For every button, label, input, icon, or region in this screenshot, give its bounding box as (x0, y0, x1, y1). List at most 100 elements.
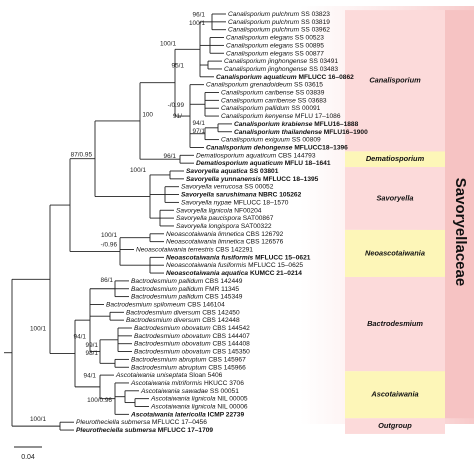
taxon-label: Canalisporium elegans SS 00877 (226, 50, 324, 57)
strain: NBRC 105262 (258, 191, 301, 198)
strain: SS 03483 (309, 66, 338, 73)
strain: CBS 145349 (205, 293, 243, 300)
taxon-label: Canalisporium pallidum SS 00091 (221, 105, 321, 112)
taxon-label: Canalisporium jinghongense SS 03491 (224, 58, 338, 65)
support-value: -/0.99 (168, 102, 185, 109)
taxon-label: Bactrodesmium spilomeum CBS 146104 (106, 301, 225, 308)
support-value: 100/1 (30, 416, 46, 423)
strain: MFLU16–1900 (324, 129, 368, 136)
taxon-label: Bactrodesmium obovatum CBS 144542 (134, 325, 250, 332)
taxon-label: Canalisporium elegans SS 00523 (226, 34, 324, 41)
strain: FMR 11345 (205, 286, 239, 293)
strain: NIL 00006 (217, 403, 248, 410)
taxon-name: Savoryella longispora (176, 223, 239, 230)
clade-label: Outgroup (378, 421, 412, 430)
taxon-name: Canalisporium dehongense (206, 144, 293, 151)
taxon-label: Ascotaiwania latericolla ICMP 22739 (130, 411, 244, 418)
taxon-name: Ascotaiwania mitriformis (130, 380, 203, 387)
taxon-name: Neoascotaiwania aquatica (166, 270, 248, 277)
taxon-label: Canalisporium exiguum SS 00809 (221, 136, 321, 143)
taxon-name: Neoascotaiwania fusiformis (166, 254, 254, 261)
taxon-label: Bactrodesmium obovatum CBS 144408 (134, 340, 250, 347)
taxon-name: Neoascotaiwania limnetica (166, 238, 244, 245)
strain: SS 03819 (301, 19, 330, 26)
strain: NIL 00005 (217, 395, 248, 402)
taxon-label: Bactrodesmium abruptum CBS 145967 (131, 356, 246, 363)
clade-band (345, 371, 445, 419)
clade-label: Dematiosporium (366, 154, 425, 163)
support-value: 95/1 (172, 63, 185, 70)
taxon-name: Savoryella sarushimana (181, 191, 257, 198)
taxon-label: Ascotaiwania sawadae SS 00051 (140, 388, 239, 395)
taxon-label: Neoascotaiwania limnetica CBS 126792 (166, 231, 284, 238)
support-value: 96/1 (164, 153, 177, 160)
taxon-name: Canalisporium pulchrum (228, 11, 300, 18)
strain: CBS 144793 (278, 152, 316, 159)
taxon-label: Dematiosporium aquaticum CBS 144793 (196, 152, 316, 159)
taxon-label: Savoryella lignicola NF00204 (176, 207, 262, 214)
strain: MFLU 17–1086 (295, 113, 341, 120)
strain: ICMP 22739 (208, 411, 245, 418)
taxon-label: Canalisporium dehongense MFLUCC18–1396 (206, 144, 348, 151)
taxon-label: Bactrodesmium pallidum CBS 145349 (131, 293, 243, 300)
taxon-name: Canalisporium aquaticum (216, 74, 297, 81)
strain: SS 03801 (249, 168, 278, 175)
labels: Canalisporium Dematiosporium Savoryella Neo… (30, 11, 425, 434)
strain: SS 00877 (295, 50, 324, 57)
support-value: 100/1 (30, 326, 46, 333)
strain: MFLUCC 15–0621 (255, 254, 311, 261)
strain: Sloan 5406 (189, 372, 223, 379)
taxon-name: Canalisporium pulchrum (228, 19, 300, 26)
taxon-label: Savoryella verrucosa SS 00052 (181, 183, 274, 190)
support-value: 100/1 (160, 41, 176, 48)
strain: SS 00523 (295, 34, 324, 41)
taxon-name: Bactrodesmium pallidum (131, 293, 204, 300)
support-value: 86/1 (101, 277, 114, 284)
strain: SS 00052 (244, 183, 273, 190)
taxon-label: Neoascotaiwania fusiformis MFLUCC 15–062… (166, 254, 311, 261)
strain: MFLUCC18–1396 (294, 144, 348, 151)
taxon-name: Bactrodesmium obovatum (134, 333, 211, 340)
taxon-label: Canalisporium pulchrum SS 03819 (228, 19, 330, 26)
support-value: 98/1 (86, 350, 99, 357)
strain: HKUCC 3706 (204, 380, 244, 387)
taxon-name: Neoascotaiwania fusiformis (166, 262, 247, 269)
taxon-name: Canalisporium pallidum (221, 105, 290, 112)
taxon-label: Savoryella aquatica SS 03801 (186, 168, 279, 175)
support-value: 91/- (173, 113, 184, 120)
taxon-label: Savoryella longispora SAT00322 (176, 223, 272, 230)
taxon-name: Savoryella paucispora (176, 215, 241, 222)
taxon-name: Canalisporium elegans (226, 34, 294, 41)
taxon-name: Neoascotaiwania limnetica (166, 231, 244, 238)
taxon-name: Canalisporium krabiense (234, 121, 313, 128)
strain: SS 03839 (295, 89, 324, 96)
taxon-label: Bactrodesmium abruptum CBS 145966 (131, 364, 246, 371)
strain: MFLUCC 18–1570 (233, 199, 288, 206)
taxon-name: Bactrodesmium diversum (126, 309, 201, 316)
taxon-name: Bactrodesmium obovatum (134, 348, 211, 355)
taxon-name: Pleurotheciella submersa (76, 427, 156, 434)
taxon-name: Bactrodesmium obovatum (134, 325, 211, 332)
taxon-name: Dematiosporium aquaticum (196, 152, 277, 159)
taxon-name: Ascotaiwania latericolla (130, 411, 206, 418)
support-value: 100/1 (101, 232, 117, 239)
taxon-label: Canalisporium thailandense MFLU16–1900 (234, 129, 368, 136)
support-value: -/0.96 (101, 242, 118, 249)
taxon-name: Ascotaiwania sawadae (140, 388, 208, 395)
taxon-label: Pleurotheciella submersa MFLUCC 17–1709 (76, 427, 213, 434)
taxon-name: Canalisporium elegans (226, 42, 294, 49)
strain: NF00204 (234, 207, 261, 214)
taxon-label: Canalisporium caribense SS 03839 (221, 89, 325, 96)
taxon-label: Savoryella yunnanensis MFLUCC 18–1395 (186, 176, 319, 183)
strain: CBS 145350 (212, 348, 250, 355)
taxon-name: Savoryella aquatica (186, 168, 248, 175)
clade-band (345, 418, 445, 434)
taxon-name: Canalisporium caribense (221, 89, 294, 96)
strain: SS 00809 (292, 136, 321, 143)
taxon-label: Canalisporium pulchrum SS 03962 (228, 26, 330, 33)
strain: SS 00895 (295, 42, 324, 49)
taxon-name: Bactrodesmium abruptum (131, 356, 207, 363)
clade-band (345, 229, 445, 277)
strain: CBS 144542 (212, 325, 250, 332)
taxon-label: Pleurotheciella submersa MFLUCC 17–0456 (76, 419, 207, 426)
